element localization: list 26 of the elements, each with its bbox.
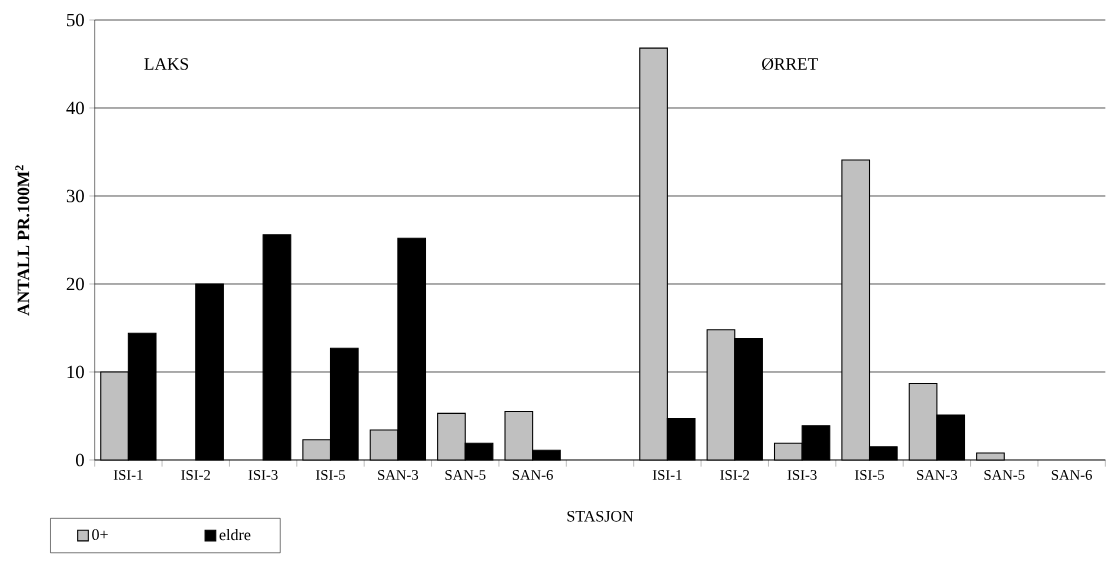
x-tick-label: SAN-3 (378, 470, 419, 480)
x-tick-label: ISI-3 (248, 470, 278, 480)
x-tick-label: SAN-5 (445, 470, 486, 480)
x-tick-label: ISI-1 (113, 470, 143, 480)
x-tick-label: ISI-1 (652, 470, 682, 480)
y-tick-label: 20 (66, 277, 84, 291)
x-axis-title: STASJON (567, 510, 634, 522)
y-axis-title: ANTALL PR.100M$^{2}$ (15, 165, 30, 316)
legend-label: 0+ (92, 529, 108, 541)
x-tick-label: ISI-2 (720, 470, 750, 480)
y-tick-label: 30 (66, 189, 84, 203)
x-tick-label: ISI-5 (854, 470, 884, 480)
x-tick-label: SAN-6 (1051, 470, 1092, 480)
y-tick-label: 40 (66, 101, 84, 115)
x-tick-label: ISI-2 (181, 470, 210, 480)
annotation: ØRRET (762, 57, 818, 71)
y-tick-label: 50 (67, 13, 84, 27)
x-tick-label: ISI-5 (315, 470, 345, 480)
y-tick-label: 10 (67, 365, 84, 379)
x-tick-label: ISI-3 (787, 470, 817, 480)
x-tick-label: SAN-3 (917, 470, 958, 480)
y-tick-label: 0 (76, 453, 84, 467)
x-tick-label: SAN-5 (984, 470, 1025, 480)
legend-label: eldre (219, 529, 251, 541)
annotation: LAKS (144, 58, 189, 70)
x-tick-label: SAN-6 (512, 470, 553, 480)
